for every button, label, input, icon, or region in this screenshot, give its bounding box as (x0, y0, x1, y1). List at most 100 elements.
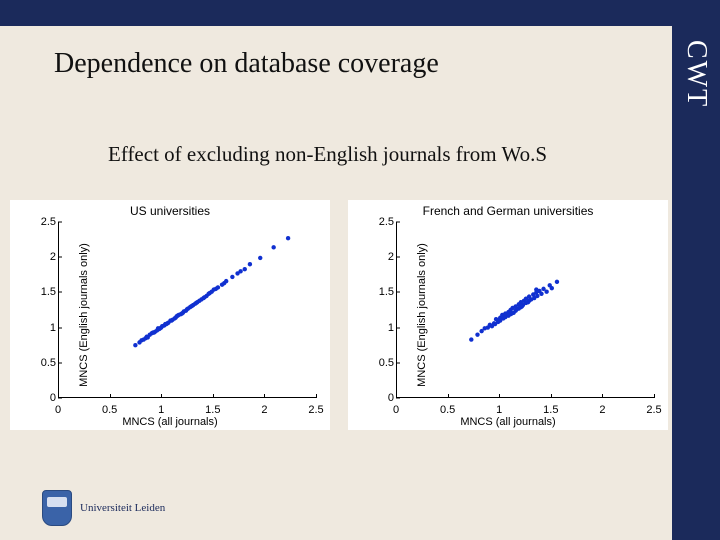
x-tick-label: 2 (261, 404, 267, 416)
y-tick-mark (58, 257, 62, 258)
x-axis-label: MNCS (all journals) (10, 416, 330, 428)
y-tick-mark (58, 327, 62, 328)
data-point (202, 295, 206, 299)
x-tick-mark (316, 394, 317, 398)
data-point (157, 327, 161, 331)
chart-title: US universities (10, 204, 330, 218)
y-tick-mark (58, 362, 62, 363)
x-tick-mark (110, 394, 111, 398)
x-tick-mark (602, 394, 603, 398)
data-point (151, 330, 155, 334)
chart-fr-de: French and German universities MNCS (Eng… (348, 200, 668, 430)
y-tick-label: 1 (378, 322, 394, 334)
data-point (133, 343, 137, 347)
data-point (535, 294, 539, 298)
y-tick-mark (58, 292, 62, 293)
data-point (509, 311, 513, 315)
x-tick-mark (551, 394, 552, 398)
y-tick-mark (396, 362, 400, 363)
y-tick-label: 1.5 (378, 286, 394, 298)
data-point (475, 332, 479, 336)
slide-subtitle: Effect of excluding non-English journals… (108, 142, 547, 167)
data-point (243, 267, 247, 271)
x-tick-mark (448, 394, 449, 398)
scatter-svg-1 (397, 222, 654, 397)
data-point (238, 269, 242, 273)
data-point (493, 322, 497, 326)
footer-logo: Universiteit Leiden (42, 490, 165, 526)
y-tick-label: 2.5 (378, 216, 394, 228)
data-point (164, 322, 168, 326)
data-point (271, 245, 275, 249)
plot-area (396, 222, 654, 398)
y-tick-label: 1.5 (40, 286, 56, 298)
x-tick-label: 1 (496, 404, 502, 416)
y-tick-label: 2 (40, 251, 56, 263)
y-tick-mark (396, 327, 400, 328)
data-point (497, 318, 501, 322)
data-point (550, 286, 554, 290)
data-point (286, 236, 290, 240)
data-point (544, 289, 548, 293)
chart-title: French and German universities (348, 204, 668, 218)
plot-area (58, 222, 316, 398)
data-point (180, 311, 184, 315)
data-point (526, 300, 530, 304)
data-point (185, 307, 189, 311)
data-point (515, 307, 519, 311)
charts-row: US universities MNCS (English journals o… (10, 200, 668, 430)
y-tick-label: 0.5 (378, 357, 394, 369)
y-tick-mark (396, 292, 400, 293)
data-point (194, 301, 198, 305)
data-point (230, 275, 234, 279)
x-tick-mark (654, 394, 655, 398)
x-tick-label: 2 (599, 404, 605, 416)
data-point (222, 281, 226, 285)
sidebar-org-text: CWT (680, 40, 712, 108)
data-point (174, 314, 178, 318)
y-tick-label: 0 (40, 392, 56, 404)
data-point (520, 304, 524, 308)
y-tick-mark (58, 222, 62, 223)
x-tick-label: 1.5 (543, 404, 558, 416)
x-tick-label: 0 (393, 404, 399, 416)
data-point (248, 262, 252, 266)
data-point (207, 291, 211, 295)
y-tick-mark (396, 222, 400, 223)
data-point (469, 337, 473, 341)
chart-us: US universities MNCS (English journals o… (10, 200, 330, 430)
data-point (214, 287, 218, 291)
university-name: Universiteit Leiden (80, 502, 165, 514)
data-point (555, 280, 559, 284)
right-sidebar: CWT (672, 0, 720, 540)
x-tick-label: 1 (158, 404, 164, 416)
x-tick-label: 2.5 (646, 404, 661, 416)
data-point (502, 314, 506, 318)
university-crest-icon (42, 490, 72, 526)
data-point (145, 335, 149, 339)
x-tick-label: 1.5 (205, 404, 220, 416)
data-point (139, 338, 143, 342)
x-tick-mark (396, 394, 397, 398)
scatter-svg-0 (59, 222, 316, 397)
x-tick-mark (213, 394, 214, 398)
data-point (534, 287, 538, 291)
data-point (169, 318, 173, 322)
data-point (190, 304, 194, 308)
x-tick-mark (161, 394, 162, 398)
y-tick-label: 0 (378, 392, 394, 404)
x-tick-mark (264, 394, 265, 398)
x-tick-mark (58, 394, 59, 398)
y-tick-label: 2 (378, 251, 394, 263)
x-tick-label: 0 (55, 404, 61, 416)
slide: CWT Dependence on database coverage Effe… (0, 0, 720, 540)
top-accent-bar (0, 0, 720, 26)
y-tick-mark (396, 257, 400, 258)
x-tick-label: 0.5 (102, 404, 117, 416)
y-tick-label: 1 (40, 322, 56, 334)
data-point (258, 256, 262, 260)
slide-title: Dependence on database coverage (54, 48, 439, 80)
y-tick-label: 0.5 (40, 357, 56, 369)
y-tick-label: 2.5 (40, 216, 56, 228)
x-tick-label: 2.5 (308, 404, 323, 416)
